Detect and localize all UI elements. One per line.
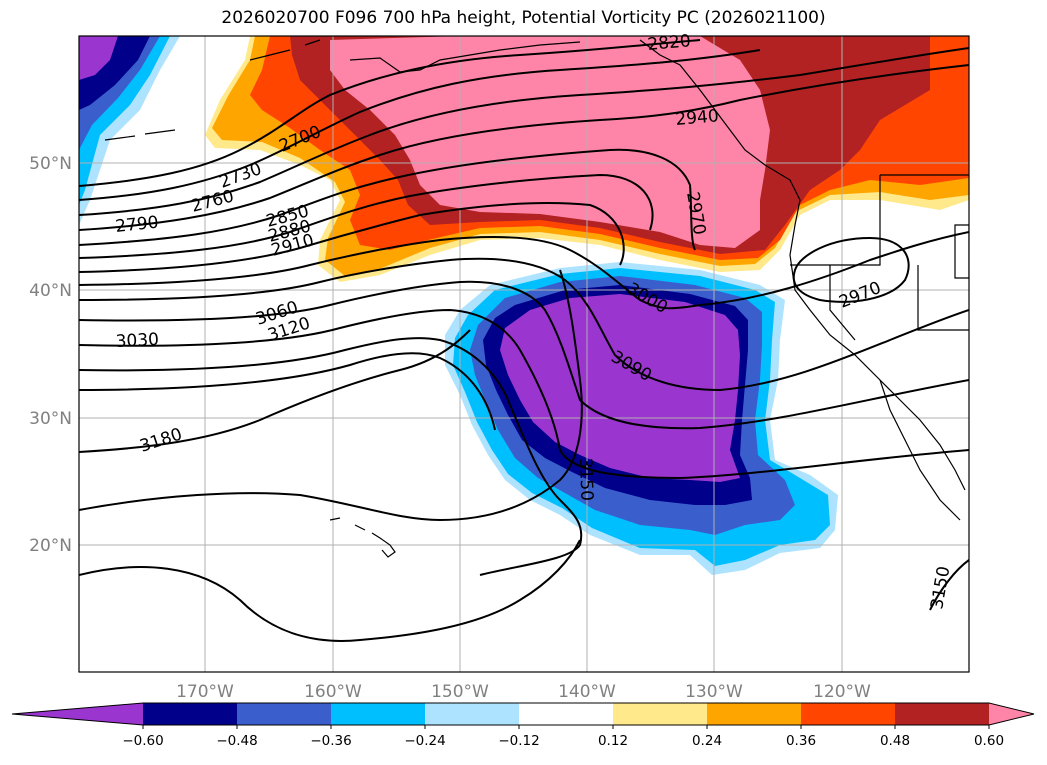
lon-label-130w: 130°W [685, 682, 743, 702]
colorbar-swatch [237, 703, 332, 725]
colorbar-swatch [707, 703, 802, 725]
colorbar-tick-label: 0.24 [692, 733, 722, 749]
colorbar: −0.60 −0.48 −0.36 −0.24 −0.12 0.12 0.24 0.36 0.4… [11, 702, 1035, 749]
colorbar-tick-label: 0.36 [786, 733, 816, 749]
colorbar-extend-low [12, 703, 143, 725]
map-frame [78, 35, 970, 673]
colorbar-swatch [143, 703, 238, 725]
graticule [79, 36, 969, 672]
contour-label-2940: 2940 [675, 106, 720, 130]
lat-label-40n: 40°N [29, 281, 72, 301]
lat-label-50n: 50°N [29, 154, 72, 174]
colorbar-extend-high [989, 703, 1034, 725]
colorbar-tick-label: 0.12 [598, 733, 628, 749]
contour-label-2790: 2790 [114, 213, 159, 237]
colorbar-swatch [613, 703, 708, 725]
colorbar-swatch [801, 703, 896, 725]
height-contours [79, 39, 969, 642]
lon-label-140w: 140°W [558, 682, 616, 702]
colorbar-swatch [519, 703, 614, 725]
colorbar-tick-label: 0.48 [880, 733, 910, 749]
coastlines [104, 39, 969, 558]
colorbar-swatch [425, 703, 520, 725]
colorbar-tick-label: −0.24 [404, 733, 445, 749]
lon-label-160w: 160°W [304, 682, 362, 702]
colorbar-tick-label: −0.48 [216, 733, 257, 749]
lat-label-30n: 30°N [29, 409, 72, 429]
plot-title: 2026020700 F096 700 hPa height, Potentia… [221, 8, 826, 28]
contour-label-3150-central: 3150 [575, 457, 596, 501]
lat-label-20n: 20°N [29, 536, 72, 556]
colorbar-tick-label: −0.36 [310, 733, 351, 749]
colorbar-swatch [331, 703, 426, 725]
lon-label-120w: 120°W [813, 682, 871, 702]
colorbar-swatch [895, 703, 990, 725]
longitude-labels: 170°W 160°W 150°W 140°W 130°W 120°W [176, 682, 871, 702]
contour-label-3030: 3030 [115, 330, 159, 352]
latitude-labels: 50°N 40°N 30°N 20°N [29, 154, 72, 556]
colorbar-tick-label: −0.12 [498, 733, 539, 749]
contour-label-2820: 2820 [647, 31, 692, 55]
lon-label-170w: 170°W [176, 682, 234, 702]
colorbar-tick-label: 0.60 [974, 733, 1004, 749]
lon-label-150w: 150°W [431, 682, 489, 702]
colorbar-tick-label: −0.60 [122, 733, 163, 749]
